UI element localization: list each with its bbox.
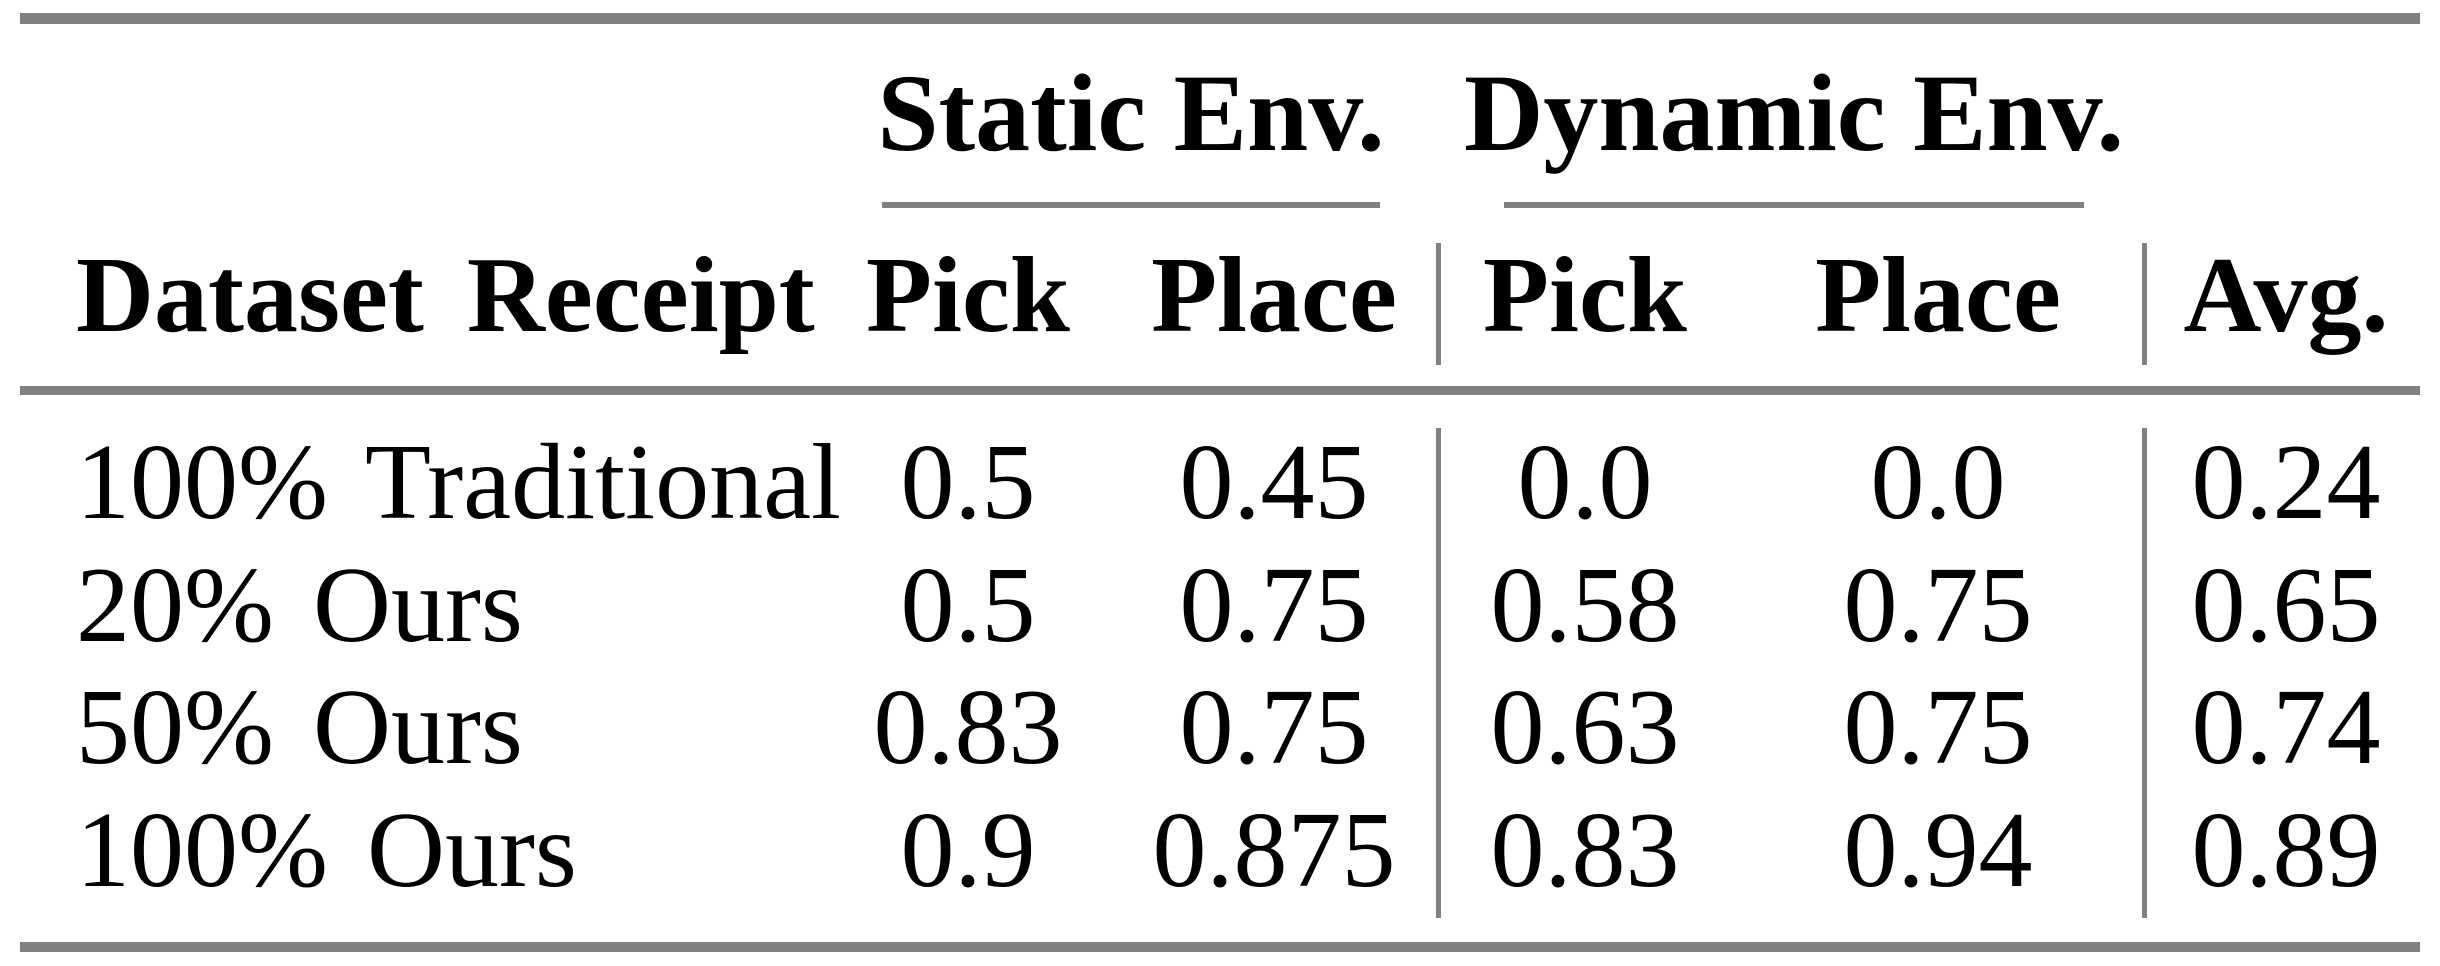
row-label: 20% Ours bbox=[76, 546, 523, 665]
column-divider-2-body bbox=[2142, 428, 2147, 918]
data-cell: 0.94 bbox=[1843, 791, 2033, 910]
data-cell: 0.45 bbox=[1179, 423, 1369, 542]
header-static-pick: Pick bbox=[866, 236, 1070, 355]
data-cell: 0.5 bbox=[900, 423, 1036, 542]
data-cell: 0.65 bbox=[2191, 546, 2381, 665]
data-cell: 0.9 bbox=[900, 791, 1036, 910]
header-dataset-receipt: Dataset Receipt bbox=[76, 236, 815, 355]
data-cell: 0.75 bbox=[1843, 668, 2033, 787]
data-cell: 0.89 bbox=[2191, 791, 2381, 910]
bottom-rule bbox=[20, 942, 2420, 952]
data-cell: 0.75 bbox=[1843, 546, 2033, 665]
table-row: 20% Ours 0.5 0.75 0.58 0.75 0.65 bbox=[0, 544, 2440, 667]
column-header-row: Dataset Receipt Pick Place Pick Place Av… bbox=[0, 234, 2440, 357]
column-divider-2-header bbox=[2142, 243, 2147, 365]
column-divider-1-body bbox=[1436, 428, 1441, 918]
top-rule bbox=[20, 13, 2420, 24]
header-static-place: Place bbox=[1151, 236, 1397, 355]
header-dynamic-pick: Pick bbox=[1483, 236, 1687, 355]
row-label: 50% Ours bbox=[76, 668, 523, 787]
header-dynamic-place: Place bbox=[1815, 236, 2061, 355]
data-cell: 0.875 bbox=[1152, 791, 1396, 910]
group-header-dynamic-env: Dynamic Env. bbox=[1463, 52, 2125, 174]
data-cell: 0.0 bbox=[1870, 423, 2006, 542]
header-avg: Avg. bbox=[2183, 236, 2389, 355]
column-divider-1-header bbox=[1436, 243, 1441, 365]
table-row: 50% Ours 0.83 0.75 0.63 0.75 0.74 bbox=[0, 666, 2440, 789]
mid-rule bbox=[20, 386, 2420, 395]
row-label: 100% Ours bbox=[76, 791, 577, 910]
data-cell: 0.75 bbox=[1179, 546, 1369, 665]
row-label: 100% Traditional bbox=[76, 423, 842, 542]
data-cell: 0.0 bbox=[1517, 423, 1653, 542]
data-cell: 0.83 bbox=[1490, 791, 1680, 910]
static-env-underline bbox=[882, 202, 1380, 208]
dynamic-env-underline bbox=[1504, 202, 2084, 208]
data-cell: 0.5 bbox=[900, 546, 1036, 665]
data-cell: 0.58 bbox=[1490, 546, 1680, 665]
group-header-row: Static Env. Dynamic Env. bbox=[0, 48, 2440, 178]
data-cell: 0.24 bbox=[2191, 423, 2381, 542]
data-cell: 0.75 bbox=[1179, 668, 1369, 787]
table-row: 100% Traditional 0.5 0.45 0.0 0.0 0.24 bbox=[0, 421, 2440, 544]
data-cell: 0.74 bbox=[2191, 668, 2381, 787]
data-cell: 0.63 bbox=[1490, 668, 1680, 787]
group-header-static-env: Static Env. bbox=[877, 52, 1385, 174]
table-row: 100% Ours 0.9 0.875 0.83 0.94 0.89 bbox=[0, 789, 2440, 912]
data-cell: 0.83 bbox=[873, 668, 1063, 787]
